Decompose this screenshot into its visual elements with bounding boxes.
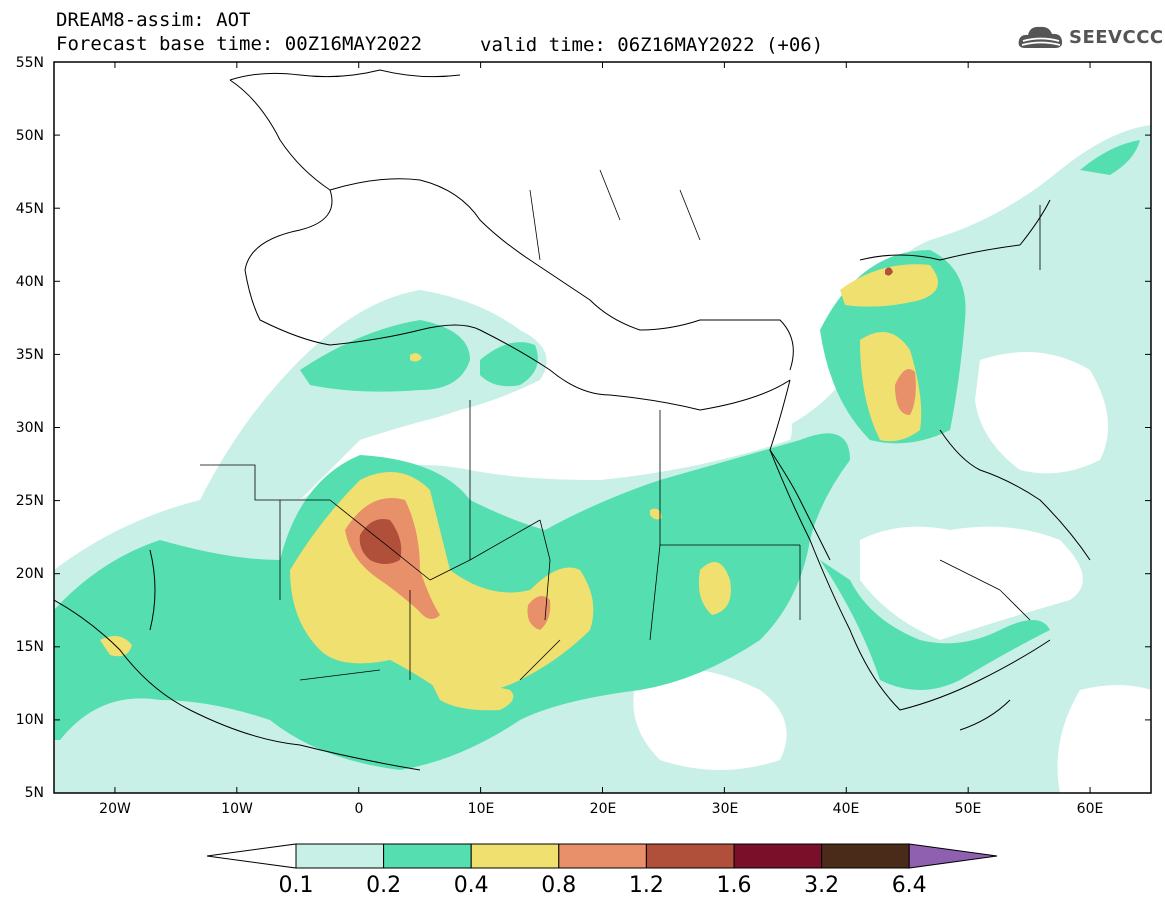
country-borders — [200, 169, 1041, 681]
aot-contours — [54, 69, 1151, 793]
colorbar-segment — [645, 843, 735, 869]
colorbar: 0.1 0.2 0.4 0.8 1.2 1.6 3.2 6.4 — [206, 843, 998, 898]
colorbar-segment — [733, 843, 823, 869]
lat-tick-label: 5N — [25, 785, 44, 801]
colorbar-max-arrow — [908, 843, 998, 869]
lat-tick-label: 45N — [16, 201, 44, 217]
longitude-labels: 20W 10W 0 10E 20E 30E 40E 50E 60E — [99, 801, 1103, 817]
valid-time-label: valid time: 06Z16MAY2022 (+06) — [480, 34, 824, 56]
colorbar-segment — [821, 843, 910, 869]
colorbar-segment — [470, 843, 560, 869]
colorbar-label: 0.1 — [279, 873, 314, 898]
colorbar-label: 1.6 — [717, 873, 752, 898]
base-time-label: Forecast base time: 00Z16MAY2022 — [56, 33, 423, 55]
map-title: DREAM8-assim: AOT — [56, 9, 251, 31]
lat-tick-label: 20N — [16, 566, 44, 582]
seevccc-logo: SEEVCCC — [1017, 22, 1164, 52]
lon-tick-label: 40E — [833, 801, 860, 817]
lat-tick-label: 15N — [16, 639, 44, 655]
lon-tick-label: 10W — [221, 801, 253, 817]
cloud-icon — [1018, 26, 1063, 48]
aot-band-1-2 — [359, 267, 893, 564]
lat-tick-label: 55N — [16, 55, 44, 71]
colorbar-segment — [383, 843, 472, 869]
lon-tick-label: 0 — [355, 801, 364, 817]
lat-tick-label: 40N — [16, 274, 44, 290]
colorbar-segment — [558, 843, 647, 869]
lat-tick-label: 50N — [16, 128, 44, 144]
latitude-labels: 5N 10N 15N 20N 25N 30N 35N 40N 45N 50N 5… — [16, 55, 44, 801]
lon-tick-label: 10E — [468, 801, 495, 817]
colorbar-segment — [295, 843, 385, 869]
logo-text: SEEVCCC — [1069, 26, 1164, 48]
lon-tick-label: 20W — [99, 801, 131, 817]
lat-tick-label: 25N — [16, 493, 44, 509]
lat-tick-label: 30N — [16, 420, 44, 436]
low-aot-areas — [54, 352, 1151, 793]
colorbar-label: 0.2 — [366, 873, 401, 898]
colorbar-min-arrow — [206, 843, 297, 869]
colorbar-label: 0.4 — [454, 873, 489, 898]
colorbar-label: 1.2 — [629, 873, 664, 898]
coastlines — [54, 69, 1091, 771]
lon-tick-label: 30E — [712, 801, 739, 817]
lat-tick-label: 10N — [16, 712, 44, 728]
lon-tick-label: 20E — [590, 801, 617, 817]
colorbar-label: 6.4 — [892, 873, 927, 898]
lon-tick-label: 50E — [955, 801, 982, 817]
lat-tick-label: 35N — [16, 347, 44, 363]
lon-tick-label: 60E — [1077, 801, 1104, 817]
tick-marks — [54, 61, 1151, 794]
colorbar-label: 3.2 — [804, 873, 839, 898]
colorbar-label: 0.8 — [541, 873, 576, 898]
